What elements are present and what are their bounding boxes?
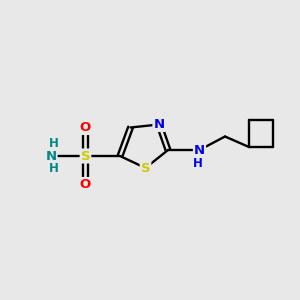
Text: S: S xyxy=(81,149,90,163)
Text: N: N xyxy=(153,118,165,131)
Text: O: O xyxy=(80,178,91,191)
Text: N: N xyxy=(45,149,57,163)
Text: N: N xyxy=(194,143,205,157)
Text: H: H xyxy=(49,137,58,150)
Text: O: O xyxy=(80,121,91,134)
Text: S: S xyxy=(141,161,150,175)
Text: H: H xyxy=(49,162,58,175)
Text: H: H xyxy=(193,157,203,170)
